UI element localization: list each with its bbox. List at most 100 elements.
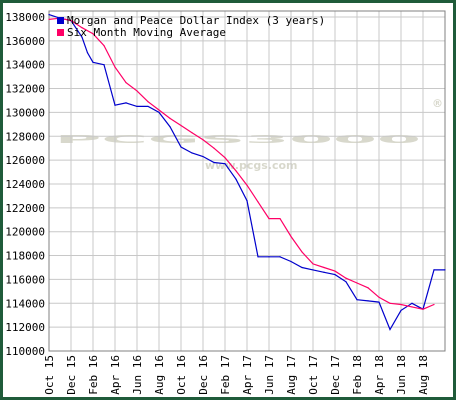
series-1-point xyxy=(444,269,446,271)
x-tick-label: Dec 16 xyxy=(197,355,210,395)
x-tick-label: Dec 15 xyxy=(65,355,78,395)
series-1-point xyxy=(147,105,149,108)
series-1-point xyxy=(81,36,83,38)
x-tick-label: Apr 17 xyxy=(241,355,254,395)
series-2-point xyxy=(169,117,171,119)
series-2-point xyxy=(323,266,325,269)
series-2-point xyxy=(367,287,369,289)
y-tick-label: 124000 xyxy=(5,178,45,191)
x-tick-label: Dec 17 xyxy=(329,355,342,395)
x-tick-label: Oct 17 xyxy=(307,355,320,395)
series-2-point xyxy=(400,303,402,306)
series-layer xyxy=(48,13,446,331)
series-1-point xyxy=(103,64,105,66)
series-2-point xyxy=(389,302,391,304)
series-1-point xyxy=(191,152,193,154)
series-1-point xyxy=(202,155,204,158)
series-1-point xyxy=(356,299,358,301)
x-tick-label: Apr 16 xyxy=(109,355,122,395)
x-tick-label: Oct 16 xyxy=(175,355,188,395)
series-2-point xyxy=(158,109,160,111)
series-1-point xyxy=(433,269,435,271)
series-1-point xyxy=(279,256,281,258)
series-1-point xyxy=(268,256,270,258)
series-2-point xyxy=(191,132,193,134)
x-tick-label: Feb 18 xyxy=(351,355,364,395)
watermark-url: www.pcgs.com xyxy=(205,159,298,172)
series-2-point xyxy=(279,217,281,220)
axes: 110000 112000 114000 116000 118000 120000 1220… xyxy=(5,10,446,395)
series-2-point xyxy=(202,139,204,141)
y-tick-label: 110000 xyxy=(5,345,45,358)
series-1-point xyxy=(136,105,138,108)
y-tick-label: 138000 xyxy=(5,11,45,24)
series-1-point xyxy=(257,256,259,258)
x-tick-label: Aug 17 xyxy=(285,355,298,395)
legend-swatch xyxy=(57,29,64,36)
series-1-point xyxy=(125,102,127,104)
line-chart: PCGS3000 ® www.pcgs.com 110000 112000 1140… xyxy=(5,10,446,395)
series-2-point xyxy=(378,296,380,298)
series-2-point xyxy=(334,270,336,272)
series-1-point xyxy=(389,328,391,331)
x-tick-label: Feb 16 xyxy=(87,355,100,395)
series-1-point xyxy=(334,274,336,276)
series-1-point xyxy=(367,300,369,302)
series-2-point xyxy=(312,263,314,265)
series-1-point xyxy=(378,301,380,303)
y-tick-label: 126000 xyxy=(5,154,45,167)
x-tick-label: Feb 17 xyxy=(219,355,232,395)
series-1-point xyxy=(48,13,50,16)
series-2-point xyxy=(433,303,435,306)
y-tick-label: 128000 xyxy=(5,130,45,143)
series-2-point xyxy=(422,308,424,310)
series-2-point xyxy=(268,217,270,220)
watermark-brand: PCGS3000 xyxy=(55,133,423,146)
x-tick-label: Apr 18 xyxy=(373,355,386,395)
series-2-point xyxy=(290,235,292,238)
series-2-point xyxy=(235,170,237,172)
y-tick-label: 134000 xyxy=(5,59,45,72)
y-tick-label: 130000 xyxy=(5,106,45,119)
series-line-2 xyxy=(48,17,435,310)
legend-label: Six Month Moving Average xyxy=(67,26,226,39)
series-2-point xyxy=(147,101,149,103)
series-1-point xyxy=(114,104,116,106)
y-tick-label: 120000 xyxy=(5,226,45,239)
series-1-point xyxy=(290,260,292,263)
series-2-point xyxy=(48,18,50,20)
legend-label: Morgan and Peace Dollar Index (3 years) xyxy=(67,14,325,27)
y-tick-label: 132000 xyxy=(5,83,45,96)
x-tick-label: Oct 15 xyxy=(43,355,56,395)
y-tick-label: 114000 xyxy=(5,297,45,310)
series-1-point xyxy=(158,111,160,114)
series-2-point xyxy=(213,147,215,149)
y-tick-label: 118000 xyxy=(5,250,45,263)
series-1-point xyxy=(86,52,89,54)
legend-swatch xyxy=(57,17,64,24)
watermark-registered-mark: ® xyxy=(432,97,443,110)
series-line-1 xyxy=(48,14,445,331)
x-tick-label: Aug 18 xyxy=(417,355,430,395)
series-1-point xyxy=(301,266,303,269)
series-1-point xyxy=(323,271,325,273)
legend: Morgan and Peace Dollar Index (3 years)S… xyxy=(57,14,325,39)
series-2-point xyxy=(114,66,116,68)
series-2-point xyxy=(136,90,138,92)
series-1-point xyxy=(246,200,248,202)
series-2-point xyxy=(70,19,72,22)
series-1-point xyxy=(312,269,314,271)
series-2-point xyxy=(224,157,226,159)
series-1-point xyxy=(400,309,402,312)
series-2-point xyxy=(125,81,127,84)
series-2-point xyxy=(246,184,248,186)
series-1-point xyxy=(224,163,226,165)
y-tick-label: 122000 xyxy=(5,202,45,215)
series-1-point xyxy=(235,178,237,180)
x-tick-label: Jun 18 xyxy=(395,355,408,395)
series-2-point xyxy=(81,27,83,29)
series-1-point xyxy=(213,161,215,164)
x-tick-label: Aug 16 xyxy=(153,355,166,395)
series-2-point xyxy=(180,124,182,127)
series-1-point xyxy=(169,126,171,128)
